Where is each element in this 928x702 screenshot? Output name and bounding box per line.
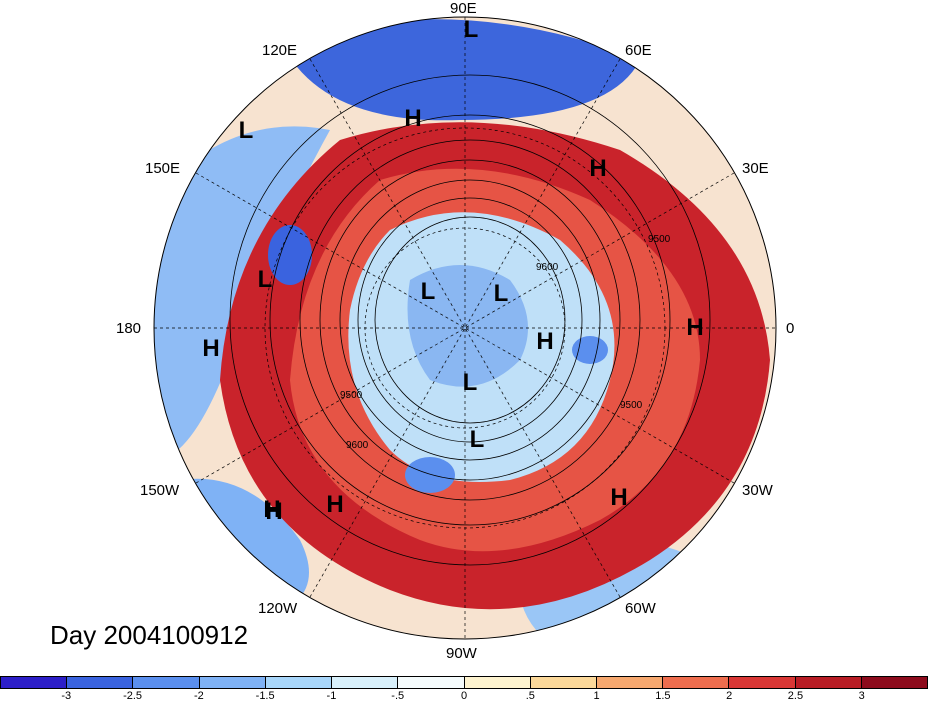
colorbar-segment bbox=[199, 677, 266, 688]
lon-label-60w: 60W bbox=[625, 600, 656, 617]
colorbar-tick-label: -.5 bbox=[391, 690, 405, 702]
map-boundary bbox=[153, 16, 777, 640]
pressure-marker: H bbox=[326, 491, 344, 518]
pressure-marker: L bbox=[493, 280, 509, 307]
lon-label-150w: 150W bbox=[140, 482, 180, 499]
colorbar-segment bbox=[795, 677, 862, 688]
field-interior-blue bbox=[407, 265, 528, 387]
lon-label-150e: 150E bbox=[145, 160, 181, 177]
field-blob-south bbox=[405, 457, 455, 493]
colorbar-segment bbox=[133, 677, 200, 688]
colorbar-tick-label: 2 bbox=[726, 690, 733, 702]
lon-label-30e: 30E bbox=[742, 160, 769, 177]
colorbar-tick-label: -1.5 bbox=[255, 690, 275, 702]
lon-label-180: 180 bbox=[116, 320, 142, 337]
pressure-marker: L bbox=[238, 117, 254, 144]
lon-label-0: 0 bbox=[786, 320, 795, 337]
colorbar-segment bbox=[464, 677, 531, 688]
pressure-marker: H bbox=[263, 496, 281, 523]
field-blob-west bbox=[268, 225, 312, 285]
field-blob-east bbox=[572, 336, 608, 364]
colorbar-tick-label: .5 bbox=[525, 690, 535, 702]
pressure-marker: H bbox=[589, 155, 607, 182]
pressure-marker: L bbox=[463, 16, 479, 43]
pressure-marker: H bbox=[610, 484, 628, 511]
colorbar-segment bbox=[1, 677, 68, 688]
colorbar-segment bbox=[861, 677, 928, 688]
colorbar-tick-label: 2.5 bbox=[787, 690, 804, 702]
colorbar-tick-label: -2 bbox=[193, 690, 204, 702]
pressure-marker: L bbox=[462, 369, 478, 396]
colorbar-segment bbox=[729, 677, 796, 688]
colorbar-segment bbox=[67, 677, 134, 688]
day-label: Day 2004100912 bbox=[50, 620, 249, 650]
colorbar-segment bbox=[663, 677, 730, 688]
lon-label-120w: 120W bbox=[258, 600, 298, 617]
contour-label: 9500 bbox=[648, 234, 671, 245]
pressure-marker: H bbox=[265, 498, 283, 525]
contour-label: 9500 bbox=[340, 390, 363, 401]
pressure-marker: H bbox=[536, 328, 554, 355]
pressure-marker: L bbox=[257, 266, 273, 293]
lon-label-120e: 120E bbox=[262, 42, 298, 59]
pressure-marker: H bbox=[202, 335, 220, 362]
colorbar-segment bbox=[530, 677, 597, 688]
contour-label: 9600 bbox=[536, 262, 559, 273]
lon-label-90w: 90W bbox=[446, 645, 477, 662]
pressure-marker: L bbox=[469, 426, 485, 453]
colorbar-tick-label: 3 bbox=[858, 690, 865, 702]
colorbar-segment bbox=[332, 677, 399, 688]
colorbar-tick-label: 1.5 bbox=[655, 690, 671, 702]
contour-label: 9600 bbox=[346, 440, 369, 451]
colorbar-tick-label: 0 bbox=[460, 690, 468, 702]
colorbar-tick-label: -1 bbox=[326, 690, 337, 702]
contour-label: 9500 bbox=[620, 400, 643, 411]
colorbar bbox=[0, 676, 928, 689]
colorbar-segment bbox=[596, 677, 664, 688]
colorbar-tick-label: -2.5 bbox=[123, 690, 143, 702]
lon-label-90e: 90E bbox=[450, 0, 477, 17]
pressure-marker: H bbox=[404, 105, 422, 132]
graticule bbox=[154, 17, 776, 639]
lon-label-30w: 30W bbox=[742, 482, 773, 499]
pressure-marker: L bbox=[420, 278, 436, 305]
colorbar-tick-label: 1 bbox=[593, 690, 600, 702]
field-north-blue bbox=[280, 19, 640, 121]
colorbar-segment bbox=[398, 677, 465, 688]
lon-label-60e: 60E bbox=[625, 42, 652, 59]
colorbar-tick-label: -3 bbox=[61, 690, 72, 702]
colorbar-segment bbox=[265, 677, 333, 688]
pressure-marker: H bbox=[686, 314, 704, 341]
